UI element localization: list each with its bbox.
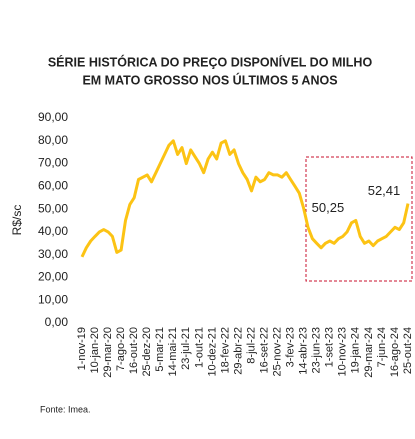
y-tick-label: 50,00: [38, 201, 68, 215]
y-tick-label: 70,00: [38, 156, 68, 170]
x-tick-label: 10-dez-21: [206, 327, 218, 377]
chart-subtitle: EM MATO GROSSO NOS ÚLTIMOS 5 ANOS: [82, 72, 337, 87]
y-tick-label: 30,00: [38, 247, 68, 261]
y-tick-label: 60,00: [38, 179, 68, 193]
y-tick-label: 10,00: [38, 292, 68, 306]
source: Fonte: Imea.: [40, 404, 91, 414]
data-label: 52,41: [368, 183, 401, 198]
x-tick-label: 19-jan-24: [350, 327, 362, 373]
x-tick-label: 29-abr-22: [232, 327, 244, 375]
x-tick-label: 7-ago-20: [115, 327, 127, 371]
x-tick-label: 23-jul-21: [180, 327, 192, 370]
chart-title: SÉRIE HISTÓRICA DO PREÇO DISPONÍVEL DO M…: [48, 54, 373, 69]
x-tick-label: 14-abr-23: [298, 327, 310, 375]
x-tick-label: 16-set-22: [258, 327, 270, 373]
x-tick-label: 10-nov-23: [337, 327, 349, 377]
x-tick-label: 25-nov-22: [272, 327, 284, 377]
y-tick-label: 80,00: [38, 133, 68, 147]
x-tick-label: 8-jul-22: [245, 327, 257, 364]
y-tick-label: 20,00: [38, 270, 68, 284]
x-tick-label: 1-out-21: [193, 327, 205, 368]
x-tick-label: 29-mar-24: [363, 327, 375, 378]
data-label: 50,25: [312, 200, 345, 215]
y-tick-label: 0,00: [45, 315, 69, 329]
x-tick-label: 25-dez-20: [141, 327, 153, 377]
x-tick-label: 25-out-24: [402, 327, 414, 374]
x-tick-label: 16-ago-24: [389, 327, 401, 377]
x-tick-label: 1-nov-19: [76, 327, 88, 370]
x-tick-label: 5-mar-21: [154, 327, 166, 372]
x-tick-label: 29-mar-20: [102, 327, 114, 378]
y-axis-label: R$/sc: [10, 205, 24, 236]
x-tick-label: 7-jun-24: [376, 327, 388, 367]
x-tick-label: 18-fev-22: [219, 327, 231, 373]
x-tick-label: 14-mai-21: [167, 327, 179, 377]
line: [80, 139, 410, 258]
x-tick-label: 16-out-20: [128, 327, 140, 374]
x-tick-label: 10-jan-20: [89, 327, 101, 373]
x-tick-label: 1-set-23: [324, 327, 336, 367]
y-tick-label: 40,00: [38, 224, 68, 238]
x-tick-label: 3-fev-23: [285, 327, 297, 367]
x-tick-label: 23-jun-23: [311, 327, 323, 373]
y-tick-label: 90,00: [38, 110, 68, 124]
